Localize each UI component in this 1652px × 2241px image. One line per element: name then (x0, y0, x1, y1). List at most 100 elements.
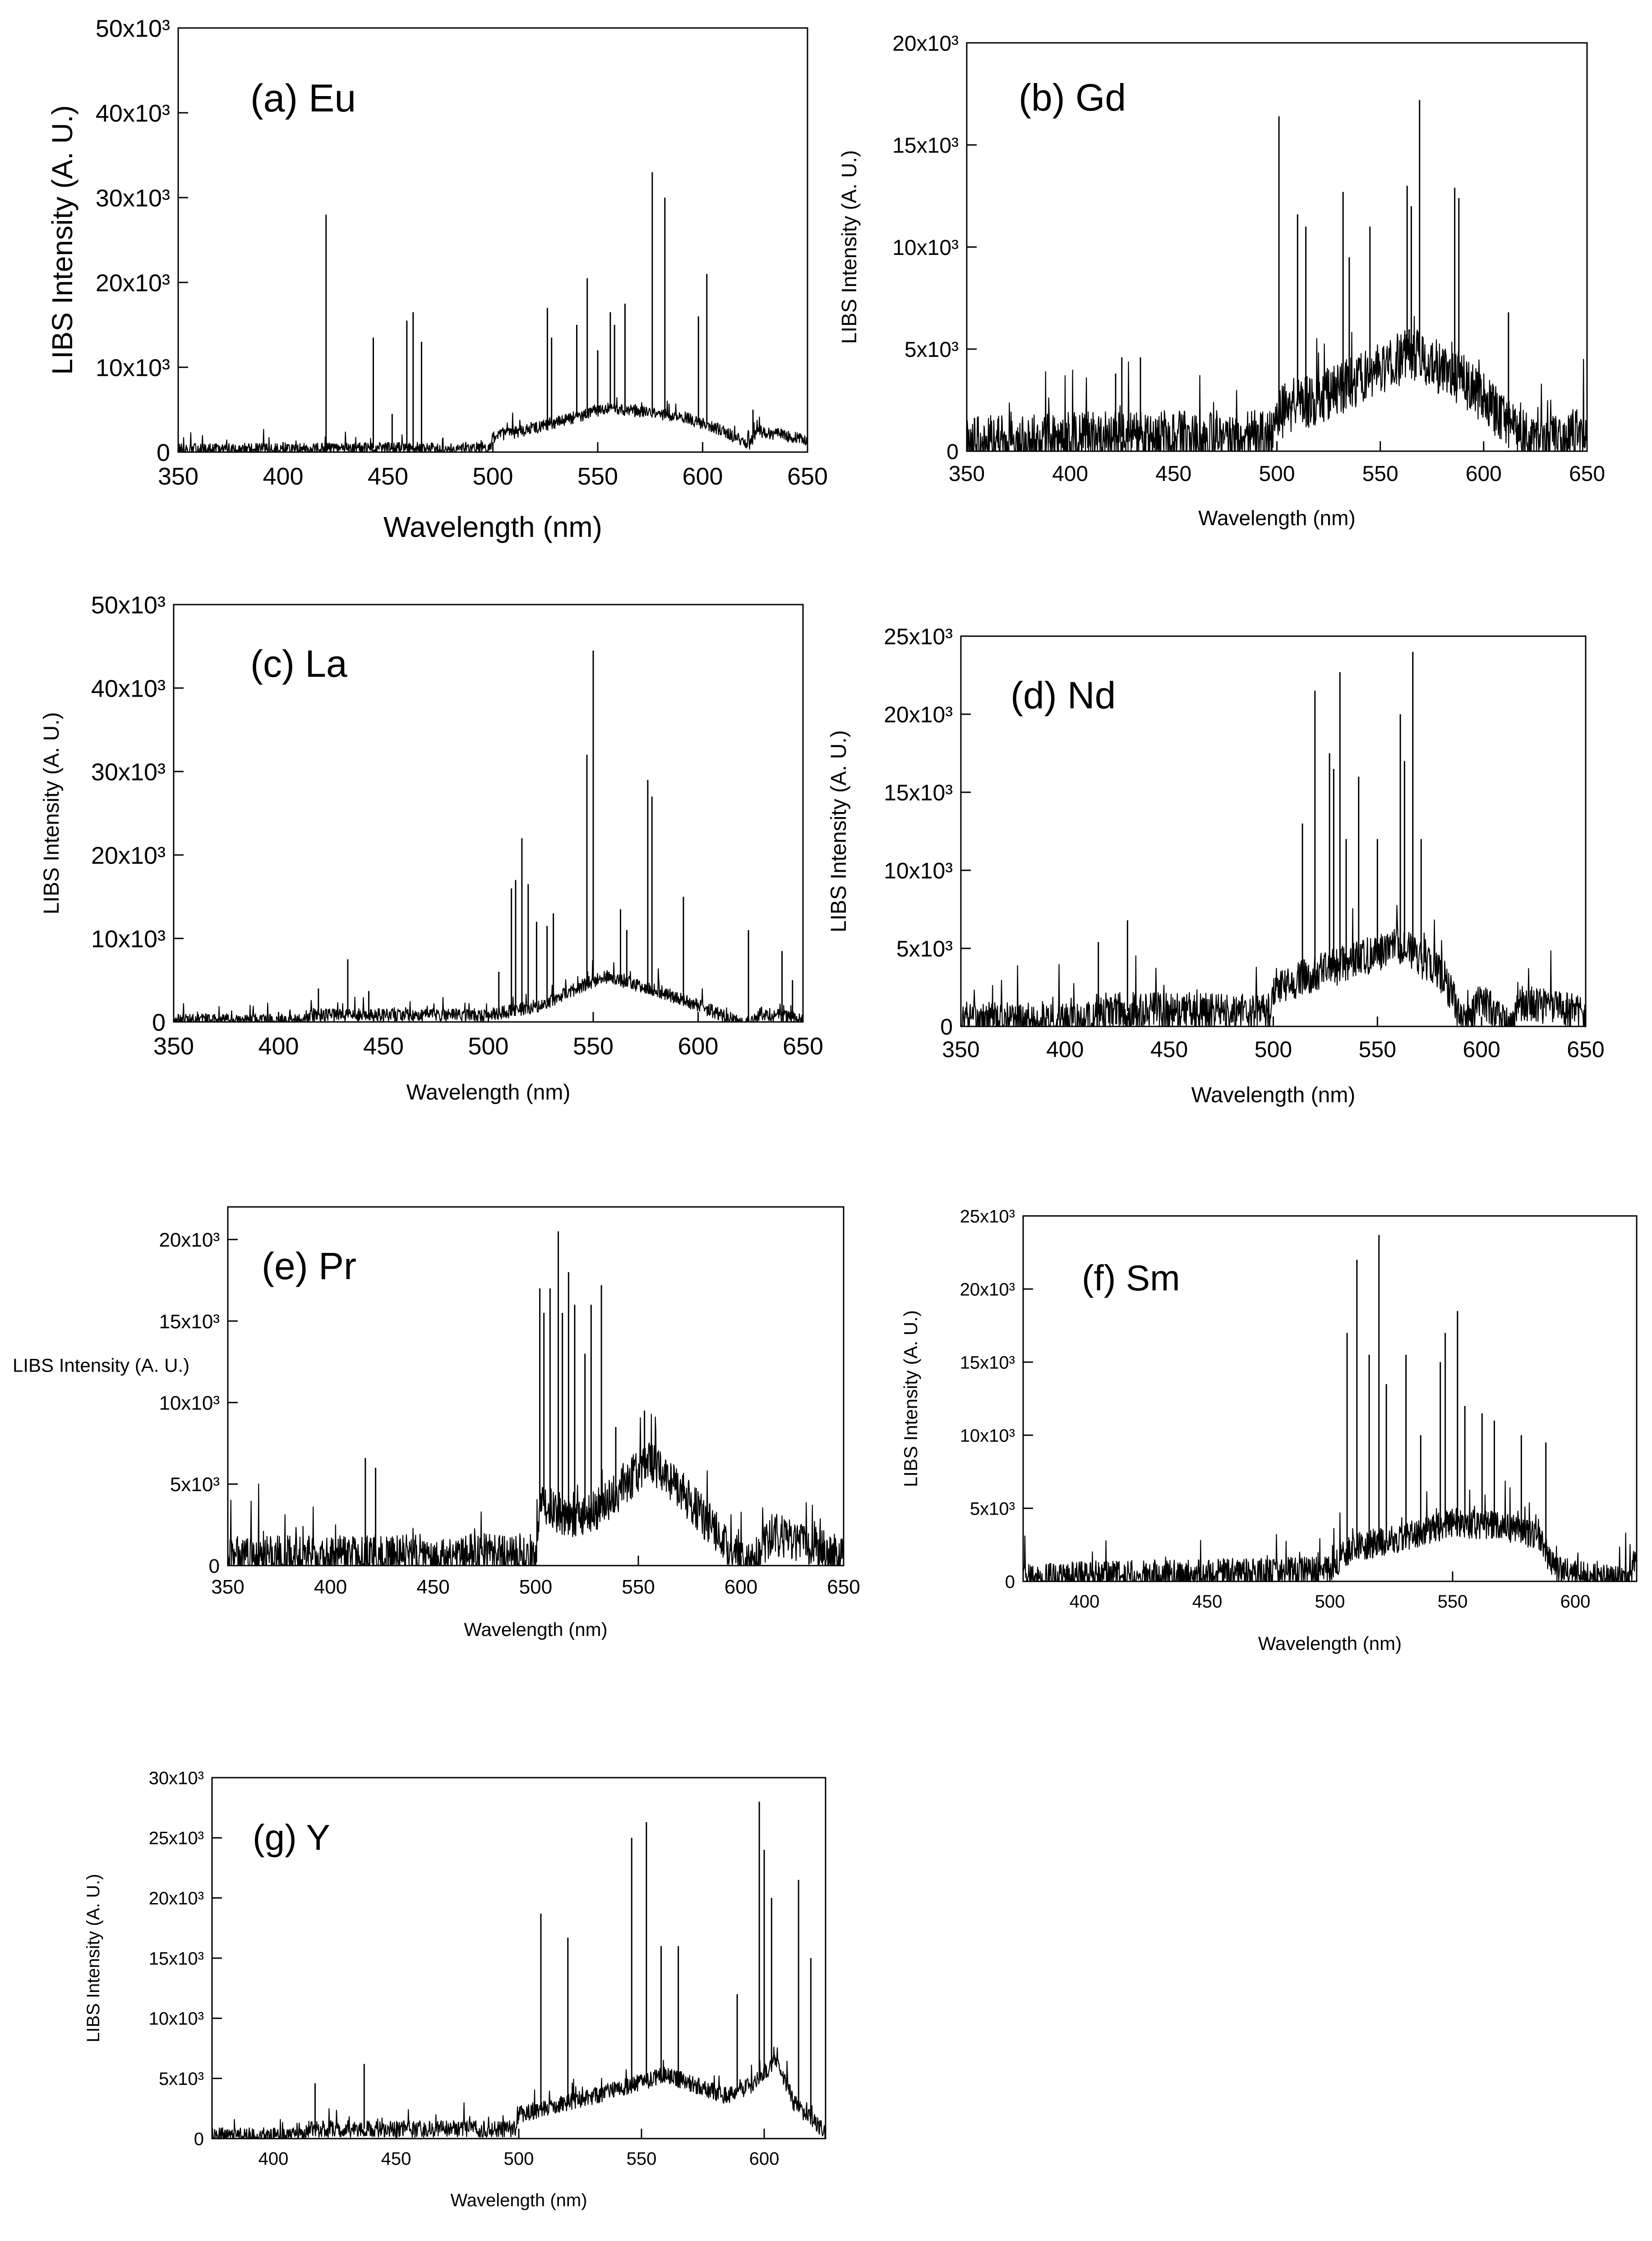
x-tick-label: 550 (573, 1033, 614, 1060)
chart-panel-d: 350 400 450 500 550 600 650 0 5x10³ 10x10³ 15x10³ 2… (827, 624, 1605, 1107)
x-tick-label: 400 (263, 463, 303, 490)
x-tick-label: 650 (827, 1576, 860, 1598)
x-tick-label: 350 (153, 1033, 194, 1060)
y-axis-label: LIBS Intensity (A. U.) (13, 1355, 189, 1376)
y-tick-label: 15x10³ (884, 780, 953, 805)
x-tick-label: 550 (1438, 1592, 1468, 1612)
x-tick-label: 600 (678, 1033, 718, 1060)
x-tick-label: 400 (258, 2149, 289, 2169)
y-tick-label: 5x10³ (904, 338, 959, 362)
x-tick-label: 550 (1359, 1037, 1396, 1062)
y-tick-label: 0 (157, 439, 170, 466)
y-tick-label: 50x10³ (96, 15, 170, 42)
y-tick-label: 20x10³ (960, 1280, 1015, 1299)
x-tick-label: 400 (1070, 1592, 1100, 1612)
x-tick-label: 650 (783, 1033, 823, 1060)
x-tick-label: 400 (1046, 1037, 1084, 1062)
panel-label: (f) Sm (1082, 1258, 1180, 1298)
y-tick-label: 5x10³ (159, 2069, 204, 2089)
y-tick-label: 25x10³ (884, 624, 953, 649)
y-tick-label: 5x10³ (896, 936, 953, 961)
panel-label: (b) Gd (1019, 76, 1126, 119)
x-tick-label: 500 (468, 1033, 508, 1060)
x-axis-label: Wavelength (nm) (1198, 506, 1356, 530)
x-tick-label: 500 (1315, 1592, 1345, 1612)
y-tick-label: 10x10³ (91, 925, 166, 952)
x-tick-label: 400 (314, 1576, 347, 1598)
chart-panel-e: 350 400 450 500 550 600 650 0 5x10³ 10x10³ 15x10³ 2… (13, 1206, 860, 1640)
x-tick-label: 550 (577, 463, 618, 490)
y-tick-label: 15x10³ (892, 134, 959, 158)
y-tick-label: 20x10³ (884, 702, 953, 727)
x-tick-label: 350 (158, 463, 198, 490)
x-tick-label: 450 (1192, 1592, 1223, 1612)
x-axis-label: Wavelength (nm) (1191, 1083, 1356, 1107)
y-axis-label: LIBS Intensity (A. U.) (827, 730, 851, 932)
x-tick-label: 550 (622, 1576, 655, 1598)
y-tick-label: 0 (209, 1555, 220, 1577)
y-axis-label: LIBS Intensity (A. U.) (40, 712, 64, 914)
x-tick-label: 650 (1567, 1037, 1604, 1062)
y-tick-label: 20x10³ (91, 842, 166, 869)
x-tick-label: 450 (1155, 462, 1191, 486)
spectrum-trace (966, 316, 1587, 452)
spectrum-trace (211, 2047, 826, 2139)
y-tick-label: 10x10³ (159, 1392, 220, 1414)
x-tick-label: 600 (749, 2149, 780, 2169)
panel-label: (e) Pr (262, 1245, 356, 1287)
x-tick-label: 550 (1362, 462, 1398, 486)
y-tick-label: 20x10³ (96, 269, 170, 296)
x-tick-label: 450 (1150, 1037, 1188, 1062)
x-tick-label: 500 (519, 1576, 552, 1598)
x-tick-label: 500 (1259, 462, 1295, 486)
panel-label: (d) Nd (1011, 674, 1116, 716)
chart-panel-a: 350 400 450 500 550 600 650 0 10x10³ 20x10³ 30x10³… (46, 15, 828, 543)
x-tick-label: 500 (504, 2149, 534, 2169)
y-tick-label: 0 (152, 1009, 166, 1036)
y-tick-label: 20x10³ (149, 1889, 204, 1908)
y-tick-label: 30x10³ (96, 185, 170, 212)
y-tick-label: 0 (1005, 1572, 1015, 1592)
y-tick-label: 15x10³ (960, 1353, 1015, 1372)
y-tick-label: 40x10³ (96, 100, 170, 127)
x-tick-label: 450 (368, 463, 408, 490)
x-tick-label: 600 (1560, 1592, 1591, 1612)
y-tick-label: 10x10³ (884, 858, 953, 883)
x-axis-label: Wavelength (nm) (1258, 1633, 1402, 1654)
x-tick-label: 550 (627, 2149, 657, 2169)
x-tick-label: 600 (724, 1576, 757, 1598)
x-axis-label: Wavelength (nm) (383, 511, 602, 543)
x-tick-label: 450 (381, 2149, 411, 2169)
chart-panel-b: 350 400 450 500 550 600 650 0 5x10³ 10x10³ 15x10³ 2… (837, 32, 1605, 530)
x-tick-label: 450 (363, 1033, 404, 1060)
y-tick-label: 15x10³ (159, 1311, 220, 1333)
x-tick-label: 350 (211, 1576, 244, 1598)
y-tick-label: 10x10³ (960, 1426, 1015, 1446)
x-axis-label: Wavelength (nm) (450, 2190, 587, 2210)
y-tick-label: 10x10³ (96, 354, 170, 381)
x-tick-label: 450 (416, 1576, 449, 1598)
x-tick-label: 600 (1463, 1037, 1500, 1062)
x-tick-label: 500 (472, 463, 513, 490)
y-tick-label: 15x10³ (149, 1949, 204, 1968)
panel-label: (a) Eu (250, 77, 356, 120)
chart-panel-f: 400 450 500 550 600 0 5x10³ 10x10³ 15x10³ 20x10³ 2… (900, 1206, 1638, 1654)
y-tick-label: 0 (940, 1014, 953, 1040)
x-tick-label: 400 (258, 1033, 299, 1060)
y-tick-label: 25x10³ (960, 1206, 1015, 1226)
spectrum-trace (960, 905, 1586, 1027)
y-axis-label: LIBS Intensity (A. U.) (900, 1310, 921, 1487)
y-tick-label: 10x10³ (149, 2009, 204, 2029)
spectrum-trace (1022, 1480, 1638, 1582)
x-tick-label: 650 (787, 463, 828, 490)
y-tick-label: 20x10³ (159, 1229, 220, 1251)
y-tick-label: 10x10³ (892, 236, 959, 260)
x-tick-label: 350 (949, 462, 985, 486)
spectrum-trace (227, 1414, 844, 1566)
panel-label: (g) Y (253, 1817, 330, 1857)
y-tick-label: 30x10³ (149, 1768, 204, 1788)
y-tick-label: 5x10³ (970, 1499, 1015, 1519)
x-tick-label: 600 (682, 463, 723, 490)
y-axis-label: LIBS Intensity (A. U.) (837, 150, 861, 344)
